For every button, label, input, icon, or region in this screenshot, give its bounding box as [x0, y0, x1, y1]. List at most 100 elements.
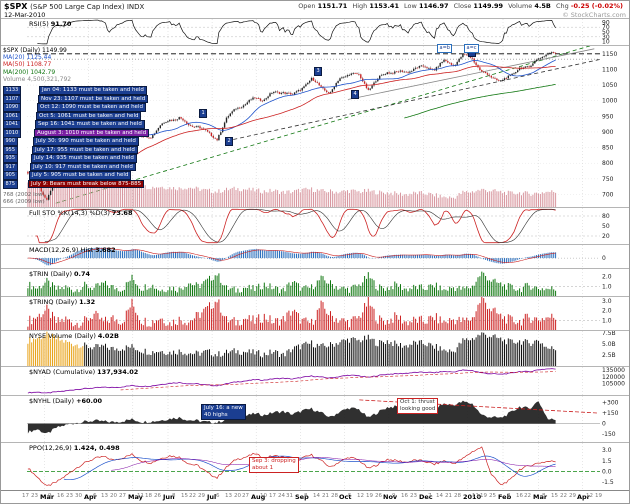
trinq-legend: $TRINQ (Daily) 1.32: [29, 298, 95, 306]
x-axis-month-label: Sep: [295, 493, 309, 501]
x-axis-day-label: 8: [304, 493, 308, 499]
nyse-volume-plot: 7.5B 5.0B 2.5B: [27, 331, 616, 366]
nyad-title: $NYAD (Cumulative): [29, 368, 96, 376]
svg-text:1.0: 1.0: [602, 283, 612, 290]
x-axis-day-label: 24: [278, 493, 285, 499]
x-axis-day-label: 16: [516, 493, 523, 499]
rsi-title: RSI(5): [29, 20, 49, 28]
svg-text:7.5B: 7.5B: [602, 331, 616, 337]
nyhl-title: $NYHL (Daily): [29, 397, 75, 405]
annotation-box: Oct 1: thrust looking good: [397, 398, 439, 414]
svg-text:3.0: 3.0: [602, 298, 612, 305]
x-axis-day-label: 5: [348, 493, 352, 499]
x-axis-day-label: 9: [48, 493, 52, 499]
svg-text:70: 70: [602, 24, 610, 31]
trinq-plot: 3.0 2.0 1.0: [27, 297, 612, 330]
x-axis-day-label: 6: [93, 493, 97, 499]
high-value: 1153.41: [369, 2, 399, 10]
x-axis-day-label: 14: [313, 493, 320, 499]
x-axis-month-label: Dec: [419, 493, 433, 501]
x-axis-month-label: Nov: [383, 493, 398, 501]
svg-text:900: 900: [602, 129, 614, 136]
svg-text:10: 10: [602, 39, 610, 45]
panel-rsi: 90 70 50 30 10 RSI(5) 91.70: [1, 18, 629, 45]
trinq-title: $TRINQ (Daily): [29, 298, 78, 306]
legend-item: Volume 4,500,321,792: [3, 75, 72, 83]
x-axis-day-label: 27: [242, 493, 249, 499]
price-plot: 1150 1100 1050 1000 950 900 850 800 750 700: [27, 46, 617, 207]
macd-title: MACD(12,26,9) Hist: [29, 246, 94, 254]
panel-trinq: 3.0 2.0 1.0 $TRINQ (Daily) 1.32: [1, 296, 629, 330]
svg-text:1.0: 1.0: [602, 317, 612, 324]
symbol-title: $SPX (S&P 500 Large Cap Index) INDX: [4, 2, 144, 11]
close-value: 1149.99: [473, 2, 504, 10]
nyse-volume-legend: NYSE Volume (Daily) 4.02B: [29, 332, 119, 340]
rsi-value: 91.70: [50, 20, 72, 28]
x-axis-day-label: 15: [551, 493, 558, 499]
svg-text:0.0: 0.0: [602, 469, 612, 476]
macd-legend: MACD(12,26,9) Hist 3.682: [29, 246, 116, 254]
panel-price: 1150 1100 1050 1000 950 900 850 800 750 700 $SPX …: [1, 44, 629, 207]
x-axis-day-label: 21: [445, 493, 452, 499]
panel-nyhl: +300 +150 0 -150 $NYHL (Daily) +60.00 July 1…: [1, 395, 629, 442]
panel-trin: 2.0 1.0 $TRIN (Daily) 0.74: [1, 268, 629, 296]
volume-value: 4.5B: [534, 2, 551, 10]
svg-text:1000: 1000: [602, 98, 617, 105]
x-axis: 17 23 Mar 9 16 23 30 Apr 6 13 20 27 May 11 18 26 Jun 8 15 2…: [1, 490, 629, 503]
x-axis-day-label: 9: [392, 493, 396, 499]
annotation-box: Oct 12: 1090 must be taken and held: [37, 103, 146, 112]
svg-text:1100: 1100: [602, 66, 617, 73]
x-axis-day-label: 11: [137, 493, 144, 499]
open-label: Open: [298, 2, 316, 10]
nyhl-value: +60.00: [76, 397, 103, 405]
x-axis-month-label: Aug: [251, 493, 266, 501]
x-axis-day-label: 25: [489, 493, 496, 499]
svg-text:30: 30: [602, 34, 610, 41]
x-axis-month-label: Apr: [577, 493, 590, 501]
x-axis-day-label: 8: [542, 493, 546, 499]
annotation-box: July 17: 955 must be taken and held: [32, 145, 138, 155]
stochastics-legend: Full STO %K(14,3) %D(3) 73.68: [29, 209, 132, 217]
x-axis-day-label: 6: [216, 493, 220, 499]
panel-ppo: 3.0 1.5 0.0 -1.5 PPO(12,26,9) 1.424, 0.498 S…: [1, 442, 629, 490]
svg-text:50: 50: [602, 223, 610, 230]
x-axis-day-label: 15: [181, 493, 188, 499]
low-value: 1146.97: [418, 2, 449, 10]
nyad-value: 137,934.02: [97, 368, 139, 376]
x-axis-day-label: 18: [145, 493, 152, 499]
svg-text:1150: 1150: [602, 51, 617, 58]
svg-text:3.0: 3.0: [602, 447, 612, 454]
x-axis-day-label: 29: [569, 493, 576, 499]
ppo-value: 1.424, 0.498: [73, 444, 120, 452]
annotation-box: July 16: a new 40 highs: [201, 404, 246, 420]
x-axis-day-label: 22: [560, 493, 567, 499]
chart-date: 12-Mar-2010: [4, 11, 46, 19]
ppo-legend: PPO(12,26,9) 1.424, 0.498: [29, 444, 120, 452]
svg-text:-1.5: -1.5: [602, 479, 614, 486]
svg-text:20: 20: [602, 233, 610, 240]
x-axis-day-label: 8: [507, 493, 511, 499]
x-axis-day-label: 8: [172, 493, 176, 499]
quote-strip: Open 1151.71 High 1153.41 Low 1146.97 Cl…: [298, 2, 626, 10]
symbol: $SPX: [4, 2, 28, 11]
target-label: a=b: [437, 44, 453, 53]
annotation-box: Sep 16: 1041 must be taken and held: [35, 120, 145, 129]
annotation-box: Sep 3: dropping about 1: [249, 457, 299, 473]
annotation-box: Nov 23: 1107 must be taken and held: [38, 94, 149, 104]
panel-nyad: 135000 120000 105000 $NYAD (Cumulative) 137…: [1, 366, 629, 395]
target-label: a=c: [464, 44, 480, 53]
x-axis-month-label: 2010: [463, 493, 482, 501]
svg-text:80: 80: [602, 213, 610, 220]
annotation-box: July 10: 917 must be taken and held: [30, 162, 136, 172]
legend-item: $SPX (Daily) 1149.99: [3, 47, 67, 54]
pivot-level: 875: [3, 179, 18, 189]
svg-text:2.5B: 2.5B: [602, 352, 616, 359]
svg-text:0: 0: [602, 255, 606, 262]
low-note: 768 (2002 low): [3, 192, 45, 198]
x-axis-day-label: 12: [357, 493, 364, 499]
panel-macd: 0 MACD(12,26,9) Hist 3.682: [1, 244, 629, 268]
x-axis-day-label: 23: [66, 493, 73, 499]
wave-label: 2: [225, 137, 234, 146]
legend-item: MA(20) 1125.44: [3, 54, 52, 62]
